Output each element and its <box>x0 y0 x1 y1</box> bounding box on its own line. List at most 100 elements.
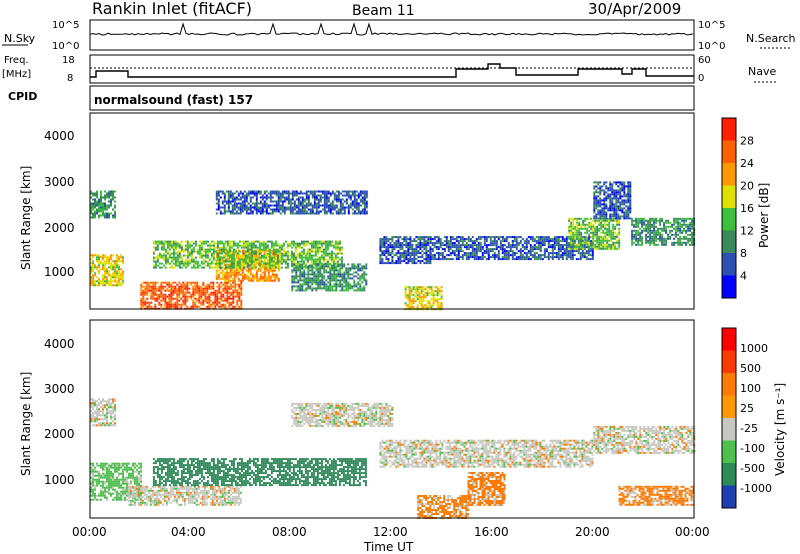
power-cell <box>268 260 271 263</box>
power-cell <box>208 262 211 265</box>
power-cell <box>226 287 229 290</box>
power-cell <box>142 285 145 288</box>
power-cell <box>112 272 114 275</box>
power-cell <box>108 206 110 209</box>
power-cell <box>291 206 294 209</box>
power-cell <box>333 273 336 276</box>
power-cell <box>413 238 416 241</box>
power-cell <box>297 287 300 290</box>
power-cell <box>224 297 227 300</box>
power-cell <box>275 273 278 276</box>
power-cell <box>303 283 306 286</box>
power-cell <box>180 240 183 243</box>
power-cell <box>282 258 285 261</box>
power-cell <box>92 262 94 265</box>
power-cell <box>160 295 163 298</box>
power-cell <box>318 248 321 251</box>
power-cell <box>245 212 248 215</box>
power-cell <box>602 223 605 226</box>
power-cell <box>341 198 344 201</box>
power-cell <box>285 192 288 195</box>
power-cell <box>679 227 682 230</box>
power-cell <box>503 252 506 255</box>
power-cell <box>412 306 415 309</box>
power-cell <box>479 256 482 259</box>
power-cell <box>228 248 231 251</box>
power-cell <box>551 240 554 243</box>
power-cell <box>580 241 583 244</box>
power-cell <box>687 229 690 232</box>
power-cell <box>408 292 411 295</box>
power-cell <box>200 297 203 300</box>
power-cell <box>242 244 245 247</box>
power-cell <box>614 241 617 244</box>
power-cell <box>267 206 270 209</box>
power-cell <box>576 233 579 236</box>
power-cell <box>154 260 157 263</box>
power-cell <box>363 194 366 197</box>
power-cell <box>327 210 330 213</box>
power-cell <box>413 262 416 265</box>
power-cell <box>537 244 540 247</box>
power-cell <box>541 236 544 239</box>
power-cell <box>586 217 589 220</box>
power-cell <box>192 242 195 245</box>
power-cell <box>321 192 324 195</box>
power-cell <box>226 283 229 286</box>
power-cell <box>335 194 338 197</box>
power-cell <box>667 235 670 238</box>
power-cell <box>236 250 239 253</box>
power-cell <box>655 221 658 224</box>
power-cell <box>404 304 407 307</box>
power-cell <box>685 235 688 238</box>
power-cell <box>515 238 518 241</box>
power-cell <box>170 252 173 255</box>
power-cell <box>424 292 427 295</box>
power-cell <box>298 246 301 249</box>
power-cell <box>501 246 504 249</box>
power-cell <box>333 285 336 288</box>
power-cell <box>238 283 241 286</box>
power-cell <box>220 260 223 263</box>
power-cell <box>218 266 221 269</box>
power-cell <box>325 212 328 215</box>
power-cell <box>233 273 236 276</box>
power-cell <box>307 265 310 268</box>
power-cell <box>303 277 306 280</box>
power-cell <box>439 240 442 243</box>
power-cell <box>590 217 593 220</box>
power-cell <box>653 219 656 222</box>
power-cell <box>154 240 157 243</box>
power-cell <box>172 250 175 253</box>
power-cell <box>144 289 147 292</box>
power-cell <box>297 285 300 288</box>
power-cell <box>431 254 434 257</box>
power-cell <box>596 241 599 244</box>
power-cell <box>306 258 309 261</box>
power-cell <box>434 294 437 297</box>
power-cell <box>176 297 179 300</box>
power-cell <box>327 271 330 274</box>
power-cell <box>262 264 265 267</box>
power-cell <box>405 256 408 259</box>
power-cell <box>598 223 601 226</box>
power-cell <box>239 210 242 213</box>
power-cell <box>94 254 96 257</box>
power-cell <box>578 237 581 240</box>
power-cell <box>440 294 443 297</box>
power-cell <box>487 258 490 261</box>
power-cell <box>570 223 573 226</box>
power-cell <box>363 200 366 203</box>
power-cell <box>361 277 364 280</box>
power-cell <box>551 246 554 249</box>
power-cell <box>220 303 223 306</box>
power-cell <box>90 196 92 199</box>
power-cell <box>212 246 215 249</box>
power-cell <box>168 252 171 255</box>
power-cell <box>196 252 199 255</box>
power-cell <box>174 262 177 265</box>
power-cell <box>572 221 575 224</box>
power-cell <box>292 242 295 245</box>
power-cell <box>280 254 283 257</box>
power-cell <box>495 256 498 259</box>
